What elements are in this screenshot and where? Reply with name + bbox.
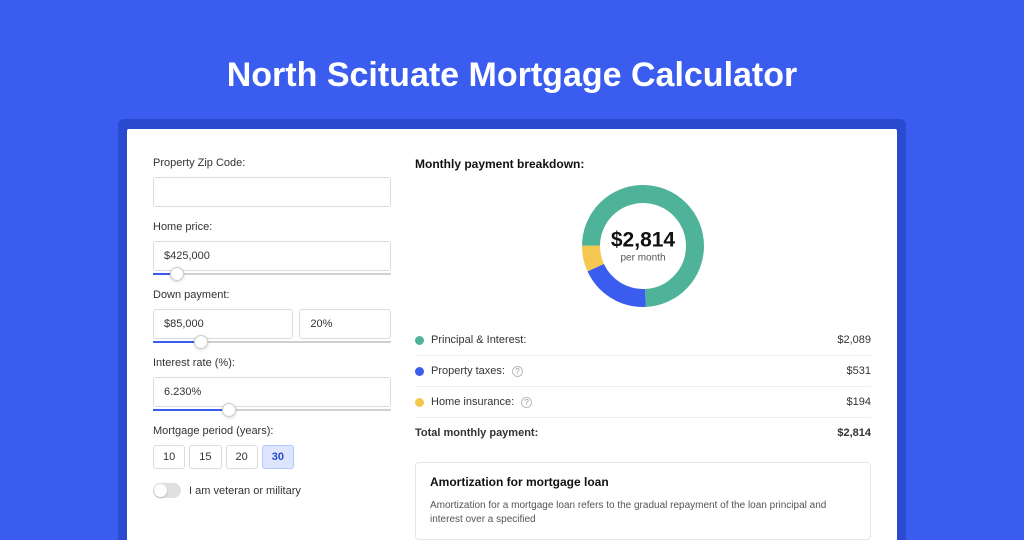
amortization-card: Amortization for mortgage loan Amortizat… xyxy=(415,462,871,540)
zip-label: Property Zip Code: xyxy=(153,157,391,169)
amortization-body: Amortization for a mortgage loan refers … xyxy=(430,499,856,527)
interest-rate-label: Interest rate (%): xyxy=(153,357,391,369)
legend-value: $2,089 xyxy=(837,334,871,346)
veteran-toggle-row: I am veteran or military xyxy=(153,483,391,498)
donut-amount: $2,814 xyxy=(611,229,675,253)
toggle-knob xyxy=(154,484,167,497)
help-icon[interactable]: ? xyxy=(521,397,532,408)
legend-dot xyxy=(415,336,424,345)
total-label: Total monthly payment: xyxy=(415,427,538,439)
interest-rate-input[interactable] xyxy=(153,377,391,407)
legend-label: Property taxes: xyxy=(431,365,505,377)
home-price-label: Home price: xyxy=(153,221,391,233)
legend-row: Property taxes:? $531 xyxy=(415,356,871,386)
home-price-slider[interactable] xyxy=(153,273,391,275)
period-options: 10152030 xyxy=(153,445,391,469)
legend-row: Principal & Interest: $2,089 xyxy=(415,325,871,355)
legend-value: $194 xyxy=(847,396,871,408)
donut-sub: per month xyxy=(611,253,675,264)
period-option-20[interactable]: 20 xyxy=(226,445,258,469)
page-title: North Scituate Mortgage Calculator xyxy=(227,56,798,95)
home-price-input[interactable] xyxy=(153,241,391,271)
breakdown-title: Monthly payment breakdown: xyxy=(415,157,871,171)
zip-input[interactable] xyxy=(153,177,391,207)
down-payment-amount-input[interactable] xyxy=(153,309,293,339)
breakdown-column: Monthly payment breakdown: $2,814 per mo… xyxy=(415,157,871,540)
legend-total-row: Total monthly payment: $2,814 xyxy=(415,418,871,448)
down-payment-field-group: Down payment: xyxy=(153,289,391,343)
card-shadow: Property Zip Code: Home price: Down paym… xyxy=(118,119,906,540)
zip-field-group: Property Zip Code: xyxy=(153,157,391,207)
down-payment-percent-input[interactable] xyxy=(299,309,391,339)
interest-rate-slider[interactable] xyxy=(153,409,391,411)
legend-row: Home insurance:? $194 xyxy=(415,387,871,417)
calculator-card: Property Zip Code: Home price: Down paym… xyxy=(127,129,897,540)
slider-thumb[interactable] xyxy=(222,403,236,417)
donut-chart: $2,814 per month xyxy=(415,185,871,307)
legend-dot xyxy=(415,398,424,407)
legend-label: Principal & Interest: xyxy=(431,334,526,346)
donut-center: $2,814 per month xyxy=(611,229,675,264)
total-value: $2,814 xyxy=(837,427,871,439)
down-payment-label: Down payment: xyxy=(153,289,391,301)
veteran-label: I am veteran or military xyxy=(189,485,301,497)
period-option-30[interactable]: 30 xyxy=(262,445,294,469)
slider-thumb[interactable] xyxy=(194,335,208,349)
down-payment-slider[interactable] xyxy=(153,341,391,343)
home-price-field-group: Home price: xyxy=(153,221,391,275)
legend-value: $531 xyxy=(847,365,871,377)
period-label: Mortgage period (years): xyxy=(153,425,391,437)
period-option-10[interactable]: 10 xyxy=(153,445,185,469)
slider-thumb[interactable] xyxy=(170,267,184,281)
slider-fill xyxy=(153,409,229,411)
legend-dot xyxy=(415,367,424,376)
legend: Principal & Interest: $2,089 Property taxe… xyxy=(415,325,871,448)
legend-label: Home insurance: xyxy=(431,396,514,408)
form-column: Property Zip Code: Home price: Down paym… xyxy=(153,157,391,540)
period-option-15[interactable]: 15 xyxy=(189,445,221,469)
help-icon[interactable]: ? xyxy=(512,366,523,377)
period-field-group: Mortgage period (years): 10152030 xyxy=(153,425,391,469)
interest-rate-field-group: Interest rate (%): xyxy=(153,357,391,411)
amortization-title: Amortization for mortgage loan xyxy=(430,475,856,489)
veteran-toggle[interactable] xyxy=(153,483,181,498)
